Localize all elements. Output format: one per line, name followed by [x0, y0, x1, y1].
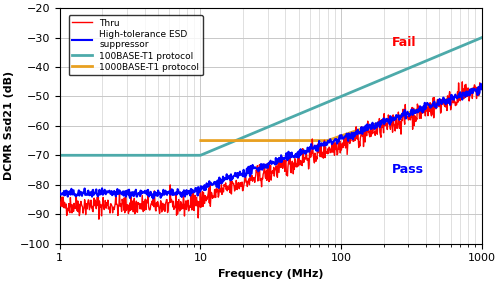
High-tolerance ESD
suppressor	[326, 141, 332, 144]
100BASE-T1 protocol	[82, 154, 88, 157]
1000BASE-T1 protocol	[326, 138, 332, 142]
100BASE-T1 protocol	[479, 36, 485, 39]
Thru	[326, 145, 332, 149]
High-tolerance ESD
suppressor	[378, 119, 384, 123]
100BASE-T1 protocol	[313, 105, 319, 109]
Legend: Thru, High-tolerance ESD
suppressor, 100BASE-T1 protocol, 1000BASE-T1 protocol: Thru, High-tolerance ESD suppressor, 100…	[68, 15, 203, 76]
100BASE-T1 protocol	[302, 110, 308, 113]
Y-axis label: DCMR Ssd21 (dB): DCMR Ssd21 (dB)	[4, 71, 14, 181]
100BASE-T1 protocol	[377, 79, 383, 82]
100BASE-T1 protocol	[420, 60, 426, 64]
Thru	[57, 201, 63, 204]
Line: High-tolerance ESD
suppressor: High-tolerance ESD suppressor	[60, 84, 482, 199]
Thru	[314, 155, 320, 159]
1000BASE-T1 protocol	[420, 106, 426, 110]
X-axis label: Frequency (MHz): Frequency (MHz)	[218, 269, 324, 279]
Thru	[96, 217, 102, 221]
Thru	[460, 80, 466, 83]
Line: Thru: Thru	[60, 82, 482, 219]
High-tolerance ESD
suppressor	[479, 87, 485, 91]
Thru	[378, 133, 384, 136]
Thru	[302, 157, 308, 161]
High-tolerance ESD
suppressor	[314, 149, 320, 153]
High-tolerance ESD
suppressor	[150, 197, 156, 200]
1000BASE-T1 protocol	[479, 86, 485, 89]
1000BASE-T1 protocol	[302, 139, 308, 142]
100BASE-T1 protocol	[326, 100, 332, 103]
High-tolerance ESD
suppressor	[57, 190, 63, 193]
High-tolerance ESD
suppressor	[82, 193, 88, 196]
High-tolerance ESD
suppressor	[420, 104, 426, 108]
Thru	[479, 86, 485, 89]
Text: Pass: Pass	[392, 163, 424, 176]
High-tolerance ESD
suppressor	[478, 82, 484, 85]
1000BASE-T1 protocol	[313, 139, 319, 142]
Text: Fail: Fail	[392, 37, 416, 50]
Line: 1000BASE-T1 protocol: 1000BASE-T1 protocol	[201, 88, 482, 141]
High-tolerance ESD
suppressor	[302, 152, 308, 156]
100BASE-T1 protocol	[57, 154, 63, 157]
Line: 100BASE-T1 protocol: 100BASE-T1 protocol	[60, 38, 482, 155]
Thru	[82, 213, 88, 216]
1000BASE-T1 protocol	[377, 121, 383, 124]
Thru	[420, 107, 426, 110]
